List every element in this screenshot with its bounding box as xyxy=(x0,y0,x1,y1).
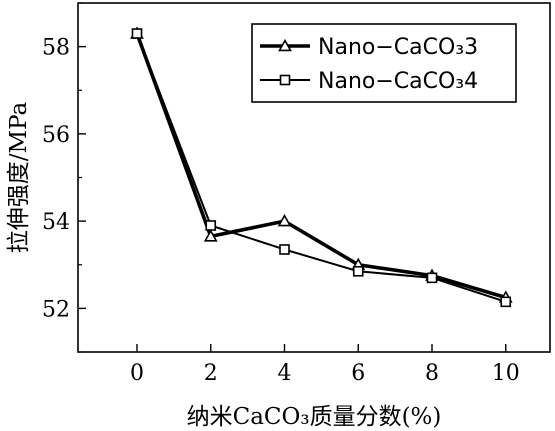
y-tick-label: 56 xyxy=(42,123,70,148)
legend-label: Nano−CaCO₃4 xyxy=(318,69,478,94)
data-point-square xyxy=(205,220,217,231)
series-line xyxy=(135,32,507,300)
data-point-triangle xyxy=(277,213,292,227)
data-point-square xyxy=(279,244,290,255)
legend: Nano−CaCO₃3 Nano−CaCO₃4 xyxy=(251,23,517,103)
y-axis-title: 拉伸强度/MPa xyxy=(6,101,32,253)
x-axis-title: 纳米CaCO₃质量分数(%) xyxy=(187,404,442,430)
y-tick-label: 58 xyxy=(42,36,70,61)
x-tick-label: 4 xyxy=(278,361,292,386)
series-2 xyxy=(131,28,512,308)
y-tick-label: 52 xyxy=(42,297,70,322)
data-point-square xyxy=(131,28,143,39)
data-point-square xyxy=(426,272,438,284)
legend-entry: Nano−CaCO₃4 xyxy=(260,69,478,94)
legend-marker-square xyxy=(279,74,291,86)
x-tick-label: 2 xyxy=(204,361,218,386)
x-tick-label: 6 xyxy=(351,361,365,386)
data-point-square xyxy=(352,265,364,277)
x-tick-label: 8 xyxy=(425,361,439,386)
x-tick-label: 10 xyxy=(492,361,520,386)
legend-label: Nano−CaCO₃3 xyxy=(318,35,478,60)
ticks: 0 2 4 6 8 10 52 54 56 58 xyxy=(42,2,520,386)
legend-entry: Nano−CaCO₃3 xyxy=(260,35,478,60)
legend-box xyxy=(251,23,517,103)
legend-marker-triangle xyxy=(278,38,292,52)
series-layer xyxy=(130,26,513,308)
series-line xyxy=(136,33,507,303)
x-tick-label: 0 xyxy=(130,361,144,386)
y-tick-label: 54 xyxy=(42,210,70,235)
data-point-triangle xyxy=(203,229,218,242)
data-point-square xyxy=(500,296,512,308)
